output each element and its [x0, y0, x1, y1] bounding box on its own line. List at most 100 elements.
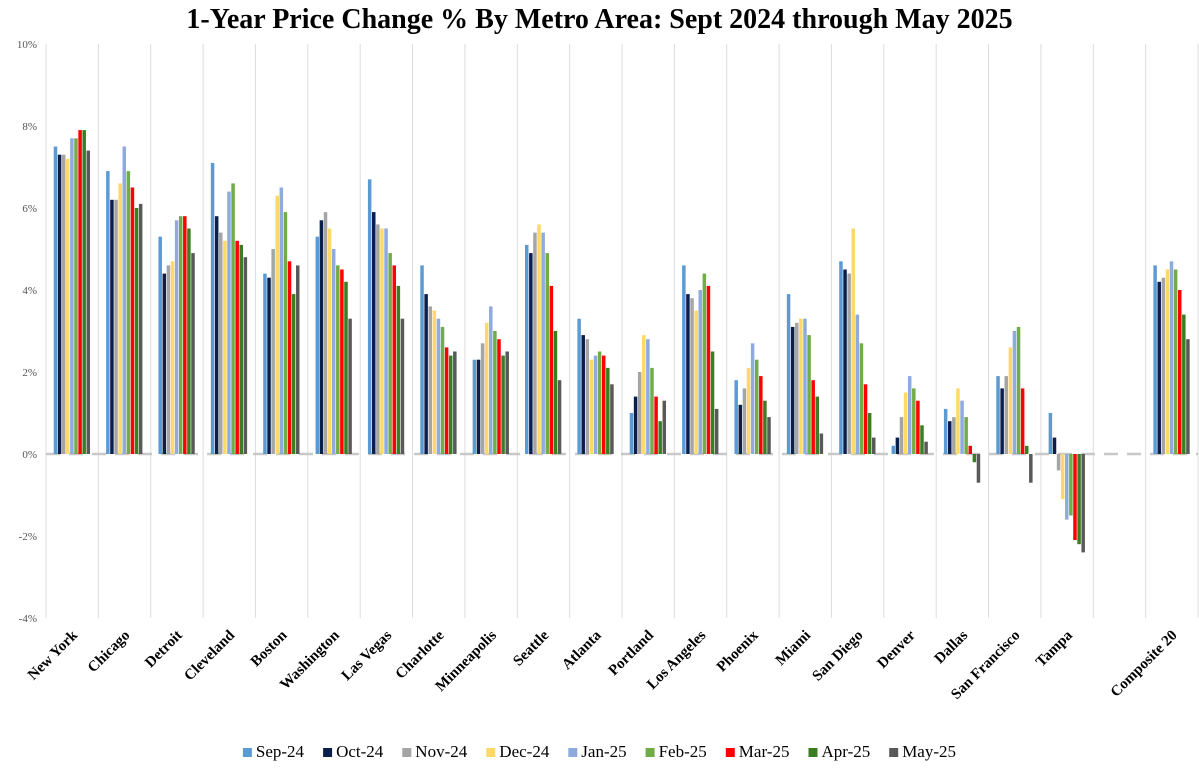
- category-gridlines: [45, 44, 1199, 618]
- bar: [811, 380, 815, 454]
- legend-swatch: [323, 748, 333, 757]
- series-May-25: [86, 150, 1190, 553]
- bar: [589, 359, 594, 454]
- bar: [924, 441, 928, 454]
- bar: [231, 183, 235, 454]
- bar: [545, 253, 549, 454]
- bar: [448, 355, 453, 454]
- bar: [126, 171, 131, 454]
- bar: [367, 179, 372, 455]
- y-tick-label: -2%: [19, 531, 37, 543]
- legend-label: Oct-24: [336, 742, 384, 761]
- bar: [803, 318, 807, 454]
- legend-item: Apr-25: [808, 742, 870, 761]
- bar: [344, 281, 348, 454]
- bar: [480, 343, 485, 454]
- bar: [581, 335, 585, 454]
- legend-swatch: [242, 748, 252, 757]
- bar: [903, 392, 908, 454]
- legend-swatch: [808, 748, 818, 757]
- legend-item: Jan-25: [568, 742, 627, 761]
- series-Feb-25: [74, 138, 1178, 516]
- bar: [895, 437, 900, 454]
- bar: [424, 294, 428, 454]
- legend-item: Nov-24: [402, 742, 468, 761]
- bar: [549, 285, 554, 454]
- bar: [1056, 454, 1061, 471]
- bar: [871, 437, 876, 454]
- bar: [964, 417, 968, 454]
- x-tick-label: Dallas: [932, 627, 972, 667]
- y-tick-label: 8%: [22, 121, 37, 133]
- bar: [843, 269, 847, 454]
- bar: [501, 355, 505, 454]
- bar: [1024, 445, 1029, 454]
- bar: [710, 351, 715, 454]
- bar: [807, 335, 811, 454]
- bar: [996, 376, 1000, 454]
- bar: [1016, 326, 1021, 454]
- bar: [183, 216, 187, 454]
- bar: [1000, 388, 1004, 454]
- bar: [1060, 454, 1065, 500]
- bar: [851, 228, 855, 454]
- bar: [907, 376, 912, 454]
- bar: [698, 290, 702, 454]
- bar: [295, 265, 300, 454]
- bar: [1012, 331, 1017, 454]
- y-tick-label: 2%: [22, 367, 37, 379]
- bar: [597, 351, 602, 454]
- bar: [1186, 339, 1190, 454]
- bar: [1173, 269, 1178, 454]
- bar: [1052, 437, 1057, 454]
- legend-swatch: [486, 748, 496, 757]
- bar: [453, 351, 457, 454]
- bar: [855, 314, 860, 454]
- bar: [815, 396, 820, 454]
- bar: [754, 359, 759, 454]
- bar: [323, 212, 328, 454]
- bar: [279, 187, 284, 454]
- bar: [227, 191, 231, 454]
- bar: [1182, 314, 1186, 454]
- bar: [1077, 454, 1081, 545]
- legend-item: May-25: [889, 742, 956, 761]
- bar: [920, 425, 924, 454]
- bar: [372, 212, 376, 454]
- bar: [74, 138, 78, 455]
- legend-item: Mar-25: [725, 742, 789, 761]
- series-Dec-24: [66, 158, 1170, 500]
- series-Jan-25: [70, 138, 1174, 520]
- bar: [759, 376, 763, 454]
- bar: [130, 187, 135, 454]
- y-tick-label: -4%: [19, 613, 37, 625]
- bar: [529, 253, 533, 454]
- legend-label: Dec-24: [499, 742, 550, 761]
- bar: [654, 396, 658, 454]
- bar: [767, 417, 771, 454]
- bar: [327, 228, 332, 454]
- x-tick-label: Composite 20: [1108, 628, 1181, 701]
- legend-label: Feb-25: [659, 742, 707, 761]
- x-tick-label: Detroit: [142, 628, 186, 672]
- x-tick-label: Miami: [773, 628, 814, 669]
- bar: [943, 408, 948, 454]
- bar: [82, 130, 86, 454]
- bar: [86, 150, 91, 454]
- bar: [706, 285, 711, 454]
- bar: [275, 195, 279, 454]
- bar: [525, 244, 529, 454]
- bar: [106, 171, 110, 454]
- bar: [629, 413, 634, 454]
- bar: [867, 413, 872, 454]
- bar: [432, 310, 437, 454]
- bar: [633, 396, 638, 454]
- bar: [1048, 413, 1053, 454]
- bar: [444, 347, 449, 454]
- bar: [972, 454, 977, 463]
- y-tick-label: 4%: [22, 285, 37, 297]
- bar: [118, 183, 122, 454]
- legend-swatch: [645, 748, 655, 757]
- bar: [891, 445, 896, 454]
- bar: [593, 355, 598, 454]
